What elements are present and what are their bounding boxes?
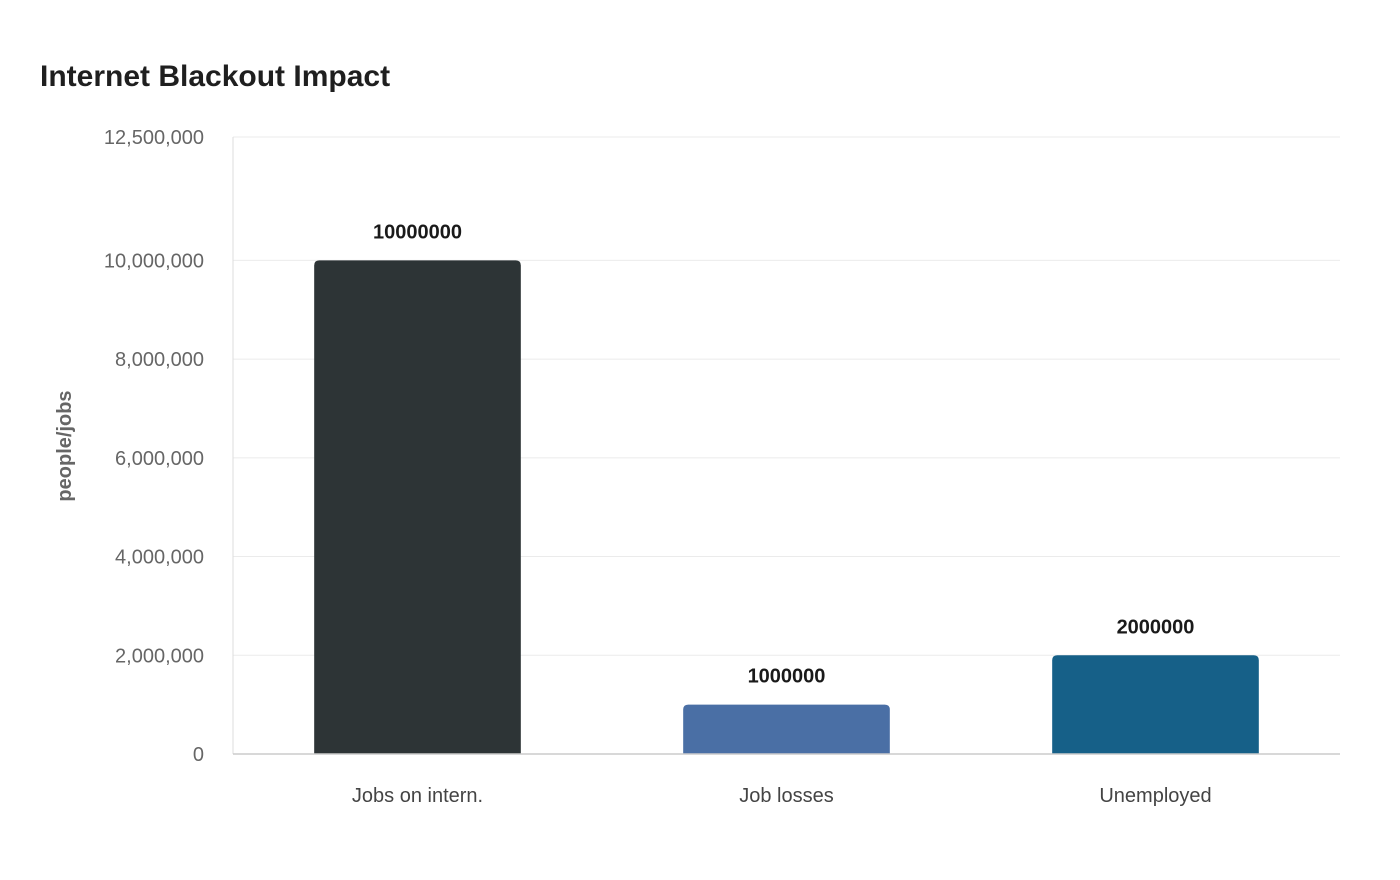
y-axis-ticks: 0 2,000,000 4,000,000 6,000,000 8,000,000 10,… (104, 127, 204, 766)
x-tick-label: Job losses (739, 785, 834, 807)
x-tick-label: Jobs on intern. (352, 785, 483, 807)
bar (683, 704, 890, 754)
y-tick-label: 10,000,000 (104, 250, 204, 272)
y-tick-label: 4,000,000 (115, 547, 204, 569)
bar (1052, 655, 1259, 754)
y-tick-label: 8,000,000 (115, 349, 204, 371)
bars (314, 260, 1259, 754)
data-label: 10000000 (373, 221, 462, 243)
y-axis-title: people/jobs (54, 390, 76, 501)
x-axis-labels: Jobs on intern. Job losses Unemployed (352, 785, 1212, 807)
data-label: 2000000 (1117, 616, 1195, 638)
data-label: 1000000 (748, 666, 826, 688)
y-tick-label: 6,000,000 (115, 448, 204, 470)
y-tick-label: 2,000,000 (115, 645, 204, 667)
chart-title: Internet Blackout Impact (40, 60, 391, 93)
data-labels: 10000000 1000000 2000000 (373, 221, 1194, 687)
bar (314, 260, 521, 754)
x-tick-label: Unemployed (1099, 785, 1211, 807)
y-tick-label: 0 (193, 744, 204, 766)
y-tick-label: 12,500,000 (104, 127, 204, 149)
